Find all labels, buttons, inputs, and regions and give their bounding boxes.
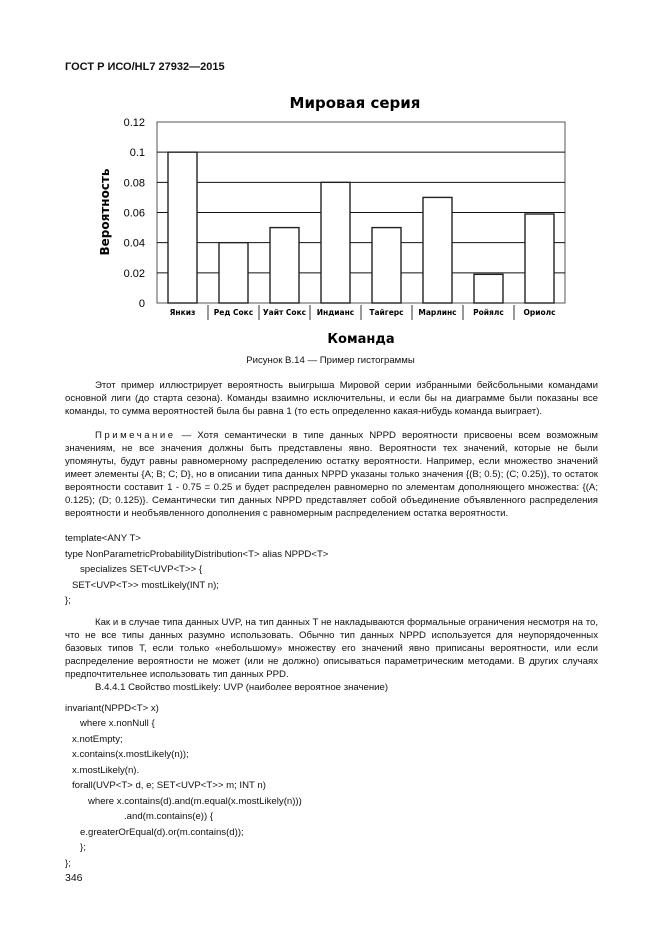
y-tick-label: 0.08 (124, 177, 145, 189)
code-line: .and(m.contains(e)) { (124, 811, 214, 822)
section-heading: B.4.4.1 Свойство mostLikely: UVP (наибол… (95, 681, 389, 693)
y-tick-label: 0.12 (124, 117, 145, 129)
note-text: — Хотя семантически в типе данных NPPD в… (65, 430, 598, 519)
code-line: where x.contains(d).and(m.equal(x.mostLi… (88, 795, 302, 807)
y-tick-label: 0 (139, 298, 145, 310)
code-line: template<ANY T> (65, 533, 141, 544)
bar (269, 226, 300, 304)
body-text: Этот пример иллюстрирует вероятность выи… (65, 379, 598, 887)
code-line: x.notEmpty; (72, 733, 123, 745)
x-tick-label: Тайгерс (369, 308, 403, 317)
paragraph: Этот пример иллюстрирует вероятность выи… (65, 380, 598, 417)
page-number: 346 (65, 872, 83, 884)
paragraph: Как и в случае типа данных UVP, на тип д… (65, 616, 598, 680)
code-line: specializes SET<UVP<T>> { (80, 564, 203, 575)
bar (371, 226, 402, 304)
code-line: x.contains(x.mostLikely(n)); (72, 749, 189, 760)
document-header: ГОСТ Р ИСО/HL7 27932—2015 (65, 61, 225, 73)
bar (473, 273, 504, 304)
bar (167, 151, 198, 304)
figure-caption: Рисунок В.14 — Пример гистограммы (246, 355, 415, 366)
x-tick-label: Ориолс (523, 308, 555, 317)
code-line: e.greaterOrEqual(d).or(m.contains(d)); (80, 826, 244, 838)
code-line: }; (80, 842, 86, 853)
code-line: }; (65, 595, 71, 606)
y-tick-label: 0.02 (124, 268, 145, 280)
bar (320, 181, 351, 304)
x-tick-label: Индианс (317, 308, 354, 317)
code-line: invariant(NPPD<T> x) (65, 702, 159, 714)
x-tick-label: Ред Сокс (214, 308, 253, 317)
note-paragraph: Примечание — Хотя семантически в типе да… (65, 429, 598, 520)
code-line: x.mostLikely(n). (72, 764, 140, 776)
x-tick-label: Янкиз (170, 308, 196, 317)
code-line: forall(UVP<T> d, e; SET<UVP<T>> m; INT n… (72, 780, 266, 791)
y-tick-label: 0.04 (124, 238, 145, 250)
code-line: type NonParametricProbabilityDistributio… (65, 548, 329, 560)
note-label: Примечание (95, 430, 176, 441)
code-line: where x.nonNull { (80, 718, 155, 729)
histogram-chart: Мировая серия Вероятность Команда 0 0.02 0… (98, 94, 566, 347)
code-line: SET<UVP<T>> mostLikely(INT n); (72, 579, 219, 591)
x-axis-label: Команда (327, 332, 394, 347)
bar (422, 196, 453, 304)
y-axis-label: Вероятность (98, 168, 112, 255)
x-tick-label: Марлинс (418, 308, 456, 317)
code-line: }; (65, 857, 71, 869)
x-tick-label: Уайт Сокс (263, 308, 306, 317)
chart-title: Мировая серия (290, 94, 421, 112)
bar (218, 241, 249, 304)
y-tick-label: 0.1 (130, 147, 145, 159)
x-tick-label: Ройялс (473, 308, 504, 317)
y-tick-label: 0.06 (124, 208, 145, 220)
bar (524, 213, 555, 304)
